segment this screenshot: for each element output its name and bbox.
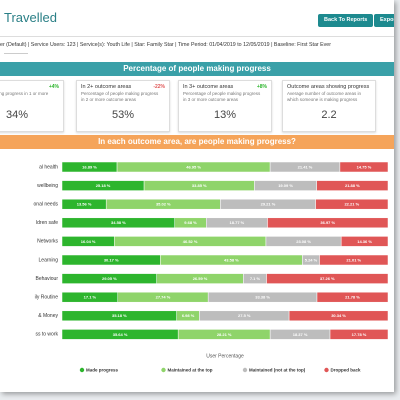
stat-card: In 3+ outcome areas +8% Percentage of peop… bbox=[178, 80, 272, 132]
row-label: Behaviour bbox=[35, 276, 58, 282]
card-change: +4% bbox=[48, 84, 59, 90]
legend-swatch bbox=[242, 367, 248, 373]
card-description: people making progress in 1 or more area… bbox=[0, 91, 49, 96]
data-label: 35.64 % bbox=[113, 332, 128, 337]
data-label: 25.18 % bbox=[96, 183, 111, 188]
row-label: Learning bbox=[39, 257, 59, 263]
legend-label: Maintained (not at the top) bbox=[249, 367, 306, 372]
legend-label: Maintained at the top bbox=[168, 367, 213, 372]
card-change: -22% bbox=[153, 84, 165, 90]
data-label: 29.05 % bbox=[102, 276, 117, 281]
data-label: 13.56 % bbox=[77, 202, 92, 207]
bar-segment bbox=[340, 236, 389, 247]
bar-segment bbox=[339, 161, 389, 173]
data-label: 19.09 % bbox=[278, 183, 293, 188]
card-description: Average number of outcome areas in which… bbox=[287, 91, 361, 102]
bar-segment bbox=[288, 310, 389, 322]
card-change: +8% bbox=[256, 84, 267, 90]
row-label: ily Routine bbox=[35, 295, 59, 301]
bar-segment bbox=[266, 273, 389, 284]
data-label: 30.34 % bbox=[331, 313, 346, 318]
stat-card: Outcome areas showing progress Average nu… bbox=[282, 80, 376, 132]
data-label: 6.98 % bbox=[182, 313, 195, 318]
card-title: Outcome areas showing progress bbox=[287, 84, 370, 90]
card-title: In 3+ outcome areas bbox=[183, 84, 234, 90]
data-label: 21.01 % bbox=[346, 257, 361, 262]
data-label: 37.26 % bbox=[320, 276, 335, 281]
data-label: 22.21 % bbox=[344, 202, 359, 207]
export-button[interactable]: Export bbox=[374, 14, 394, 27]
data-label: 46.52 % bbox=[183, 239, 198, 244]
data-label: 9.68 % bbox=[184, 220, 197, 225]
data-label: 21.41 % bbox=[298, 164, 313, 169]
legend-swatch bbox=[324, 367, 329, 373]
bar-segment bbox=[315, 198, 389, 210]
data-label: 33.38 % bbox=[255, 295, 270, 300]
toolbar bbox=[4, 53, 28, 59]
row-label: al health bbox=[39, 164, 58, 170]
bar-segment bbox=[329, 329, 389, 340]
data-label: 18.77 % bbox=[230, 220, 245, 225]
data-label: 16.04 % bbox=[81, 239, 96, 244]
card-value: 13% bbox=[213, 109, 237, 121]
legend-swatch bbox=[79, 367, 85, 373]
divider bbox=[0, 36, 394, 37]
bar-segment bbox=[267, 217, 389, 229]
row-label: wellbeing bbox=[37, 183, 58, 189]
data-label: 36.97 % bbox=[320, 220, 335, 225]
stat-card: areas+4%people making progress in 1 or m… bbox=[0, 80, 64, 132]
data-label: 14.75 % bbox=[357, 164, 372, 169]
progress-banner: Percentage of people making progress bbox=[0, 62, 394, 76]
row-label: ss to work bbox=[35, 332, 58, 338]
data-label: 43.58 % bbox=[224, 257, 239, 262]
data-label: 46.95 % bbox=[186, 164, 201, 169]
data-label: 21.78 % bbox=[345, 295, 360, 300]
data-label: 30.17 % bbox=[104, 257, 119, 262]
chart: al health 16.89 % 46.95 % 21.41 % 14.75 % wel… bbox=[34, 161, 389, 373]
chart-title: In each outcome area, are people making … bbox=[0, 135, 394, 149]
bar-segment bbox=[316, 180, 389, 191]
data-label: 17.78 % bbox=[352, 332, 367, 337]
row-label: Networks bbox=[37, 239, 58, 245]
x-axis-label: User Percentage bbox=[206, 353, 244, 359]
data-label: 27.74 % bbox=[156, 295, 171, 300]
filter-summary: er (Default) | Service Users: 123 | Serv… bbox=[0, 42, 332, 48]
legend-swatch bbox=[161, 367, 166, 373]
row-label: ldren safe bbox=[36, 220, 58, 226]
card-description: Percentage of people making progress in … bbox=[81, 91, 159, 102]
stat-card: In 2+ outcome areas -22% Percentage of peo… bbox=[76, 80, 170, 132]
data-label: 17.1 % bbox=[84, 295, 97, 300]
data-label: 35.18 % bbox=[112, 313, 127, 318]
card-value: 53% bbox=[111, 109, 135, 121]
bar-segment bbox=[319, 254, 389, 266]
card-value: 34% bbox=[5, 109, 29, 121]
report-title: Travelled bbox=[4, 10, 57, 25]
data-label: 35.02 % bbox=[156, 202, 171, 207]
legend-label: Dropped back bbox=[331, 367, 362, 372]
data-label: 16.89 % bbox=[82, 164, 97, 169]
card-title: In 2+ outcome areas bbox=[81, 84, 132, 90]
data-label: 28.21 % bbox=[217, 332, 232, 337]
data-label: 14.36 % bbox=[357, 239, 372, 244]
back-button[interactable]: Back To Reports bbox=[318, 14, 374, 27]
data-label: 21.88 % bbox=[345, 183, 360, 188]
data-label: 5.24 % bbox=[305, 257, 318, 262]
data-label: 26.59 % bbox=[193, 276, 208, 281]
data-label: 34.58 % bbox=[111, 220, 126, 225]
bar-segment bbox=[316, 291, 389, 303]
data-label: 23.08 % bbox=[296, 239, 311, 244]
data-label: 18.37 % bbox=[293, 332, 308, 337]
dashboard: Travelled Back To Reports Export er (Def… bbox=[0, 0, 394, 392]
row-label: & Money bbox=[38, 313, 58, 319]
legend-label: Made progress bbox=[86, 367, 119, 372]
data-label: 27.5 % bbox=[238, 313, 251, 318]
data-label: 33.85 % bbox=[192, 183, 207, 188]
card-description: Percentage of people making progress in … bbox=[183, 91, 261, 102]
data-label: 7.1 % bbox=[250, 276, 261, 281]
data-label: 29.21 % bbox=[261, 202, 276, 207]
row-label: onal needs bbox=[34, 202, 59, 208]
card-value: 2.2 bbox=[321, 109, 337, 121]
